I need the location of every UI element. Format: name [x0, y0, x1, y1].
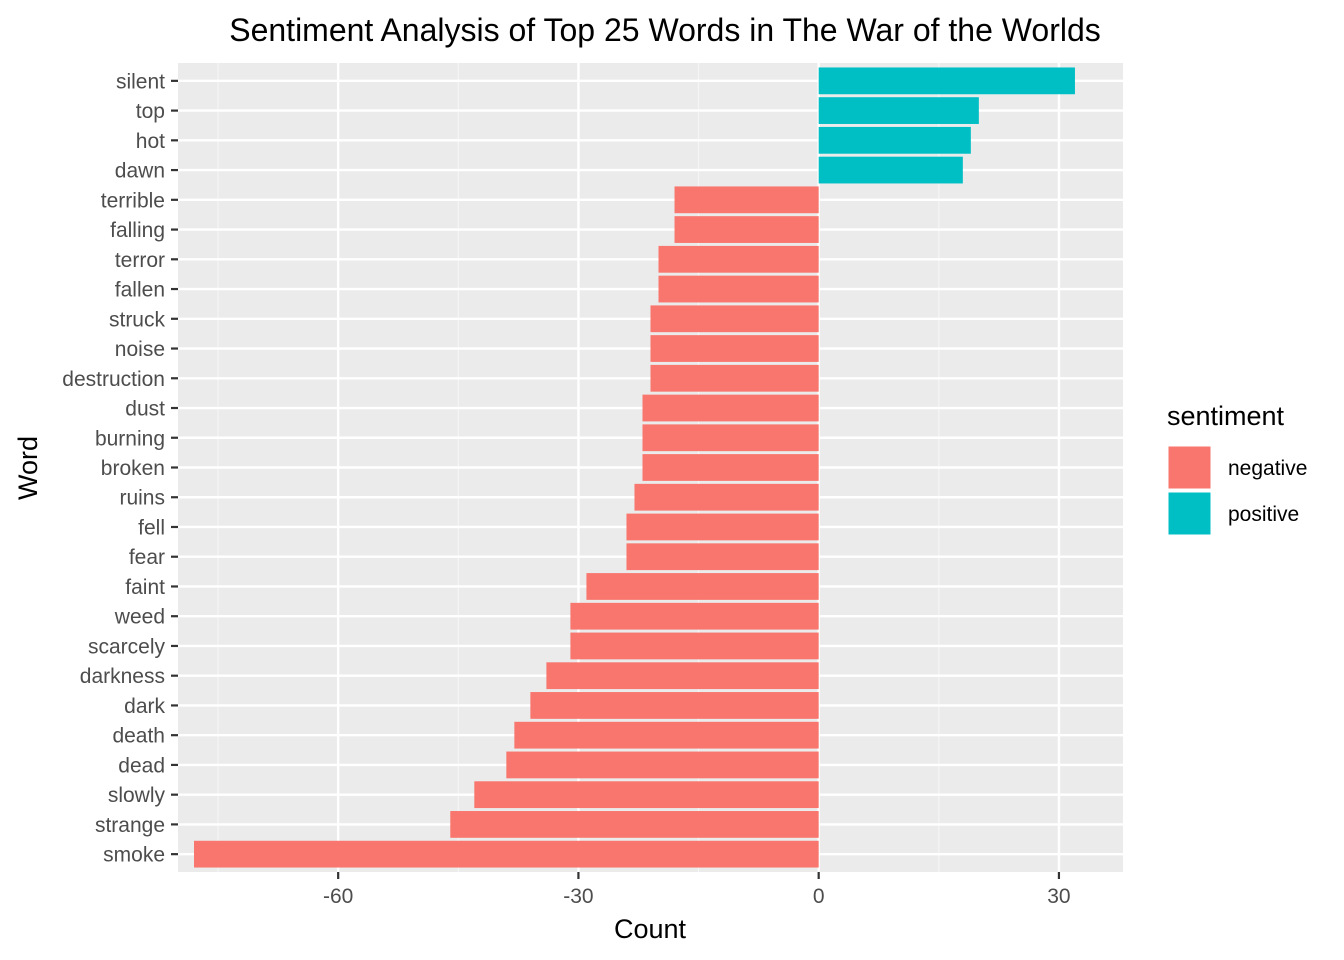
y-tick-label: silent [116, 70, 165, 93]
y-tick-label: struck [109, 308, 166, 331]
y-tick-label: fear [129, 546, 165, 569]
bar-dawn [818, 156, 963, 184]
y-tick-label: noise [115, 338, 165, 361]
y-tick-label: strange [95, 814, 165, 837]
legend: sentiment negative positive [1167, 401, 1307, 536]
y-tick-label: dark [124, 695, 165, 718]
y-tick-label: darkness [80, 665, 165, 688]
bar-dark [530, 692, 819, 719]
y-tick-label: ruins [119, 487, 165, 510]
bar-destruction [650, 364, 819, 392]
bar-ruins [634, 483, 819, 511]
y-tick-label: death [112, 725, 165, 748]
y-tick-label: fell [138, 516, 165, 539]
y-tick-label: terror [115, 249, 165, 272]
x-axis-title: Count [614, 914, 687, 944]
bar-noise [650, 335, 819, 362]
bar-death [514, 721, 819, 749]
bar-hot [818, 126, 971, 154]
y-tick-label: falling [110, 219, 165, 242]
y-tick-label: fallen [115, 279, 165, 302]
chart-title: Sentiment Analysis of Top 25 Words in Th… [229, 12, 1101, 48]
bar-fell [626, 513, 819, 541]
legend-label-negative: negative [1228, 457, 1307, 480]
bar-top [818, 97, 979, 124]
bar-smoke [194, 840, 819, 868]
y-tick-label: broken [101, 457, 165, 480]
x-tick-label: 30 [1047, 885, 1070, 908]
y-tick-label: terrible [101, 189, 165, 212]
x-tick-label: -30 [563, 885, 593, 908]
y-tick-label: weed [114, 606, 165, 629]
x-axis: -60 -30 0 30 [323, 872, 1071, 908]
bar-fallen [658, 275, 819, 303]
bar-scarcely [570, 632, 819, 660]
bar-slowly [474, 781, 819, 809]
bar-dead [506, 751, 819, 779]
y-tick-label: smoke [103, 844, 165, 867]
legend-key-positive [1167, 491, 1212, 536]
bar-falling [674, 216, 819, 243]
bar-faint [586, 573, 819, 600]
legend-entries: negative positive [1167, 445, 1307, 536]
y-axis: silent top hot dawn terrible falling terror fal… [62, 70, 178, 867]
bar-burning [642, 424, 819, 452]
y-tick-label: hot [136, 130, 165, 153]
y-tick-label: dead [118, 754, 165, 777]
y-tick-label: burning [95, 427, 165, 450]
x-tick-label: -60 [323, 885, 353, 908]
legend-key-negative [1167, 445, 1212, 490]
y-tick-label: destruction [62, 368, 165, 391]
bar-weed [570, 602, 819, 630]
y-tick-label: faint [125, 576, 165, 599]
y-tick-label: scarcely [88, 635, 166, 658]
bar-darkness [546, 662, 819, 690]
bar-dust [642, 394, 819, 422]
bar-terror [658, 245, 819, 273]
bar-broken [642, 454, 819, 481]
y-tick-label: top [136, 100, 165, 123]
y-tick-label: slowly [108, 784, 166, 807]
bar-strange [450, 811, 819, 838]
bars [194, 67, 1075, 868]
y-axis-title: Word [13, 436, 43, 500]
y-tick-label: dust [125, 398, 165, 421]
legend-label-positive: positive [1228, 503, 1299, 526]
y-tick-label: dawn [115, 160, 165, 183]
legend-title: sentiment [1167, 401, 1285, 431]
bar-silent [818, 67, 1075, 95]
bar-struck [650, 305, 819, 333]
bar-fear [626, 543, 819, 571]
bar-terrible [674, 186, 819, 214]
x-tick-label: 0 [813, 885, 825, 908]
